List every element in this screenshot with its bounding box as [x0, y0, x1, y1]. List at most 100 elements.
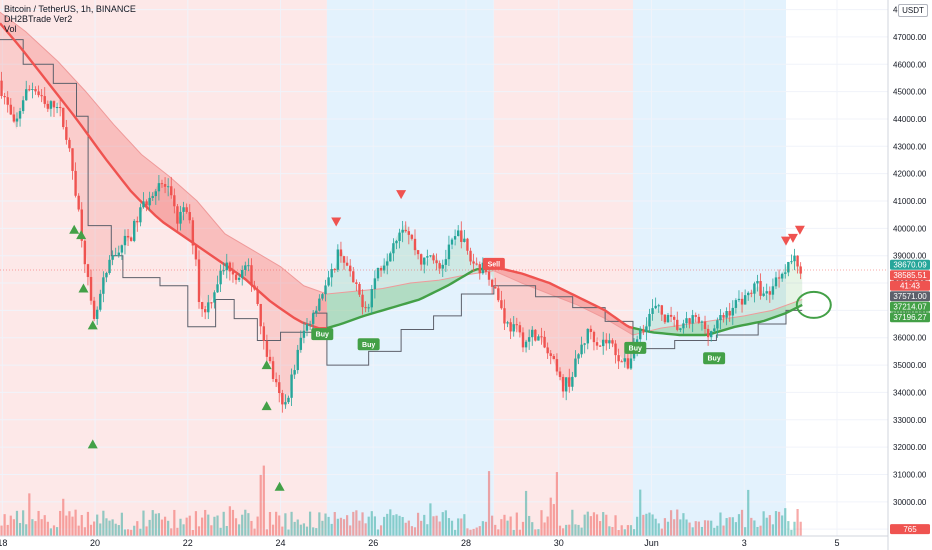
candle-body — [669, 314, 673, 317]
candle-body — [423, 257, 426, 265]
volume-bar — [247, 513, 250, 536]
volume-bar — [160, 519, 164, 536]
volume-bar — [68, 511, 71, 536]
volume-bar — [731, 517, 734, 536]
candle-body — [210, 302, 213, 304]
volume-bar — [549, 497, 552, 536]
volume-bar — [179, 518, 182, 536]
candle-body — [432, 255, 435, 261]
candle-body — [382, 265, 386, 271]
volume-bar — [256, 516, 259, 536]
candle-body — [410, 234, 414, 239]
candle-body — [265, 340, 269, 357]
candle-body — [676, 319, 679, 330]
volume-bar — [737, 514, 741, 536]
candle-body — [43, 96, 46, 104]
volume-bar — [31, 519, 34, 536]
volume-bar — [608, 526, 611, 536]
currency-badge[interactable]: USDT — [898, 4, 928, 17]
volume-bar — [602, 512, 605, 536]
buy-label — [311, 328, 334, 341]
candle-body — [203, 309, 207, 313]
volume-bar — [308, 511, 312, 536]
volume-bar — [790, 529, 793, 536]
volume-bar — [22, 510, 25, 536]
volume-bar — [713, 527, 716, 536]
volume-bar — [426, 524, 429, 536]
volume-bar — [503, 514, 506, 536]
candle-body — [441, 264, 444, 269]
volume-bar — [583, 514, 586, 536]
candle-body — [58, 107, 62, 109]
candle-body — [679, 328, 682, 330]
cloud-fills — [0, 12, 803, 408]
volume-bar — [89, 524, 93, 536]
candle-body — [231, 271, 235, 275]
volume-bar — [636, 516, 639, 536]
volume-bar — [750, 517, 753, 536]
candle-body — [642, 329, 645, 332]
candle-body — [466, 238, 469, 251]
volume-bar — [580, 527, 583, 536]
time-tick-label: 30 — [554, 538, 564, 548]
candle-body — [290, 374, 293, 398]
candle-body — [163, 184, 167, 187]
candle-body — [345, 262, 349, 266]
volume-bar — [43, 515, 46, 536]
volume-bar — [620, 525, 623, 536]
volume-bar — [18, 523, 22, 536]
volume-bar — [626, 525, 629, 536]
volume-bar — [133, 525, 136, 536]
volume-bar — [466, 528, 469, 536]
volume-bar — [25, 524, 28, 536]
candle-body — [117, 252, 120, 255]
price-tag — [890, 259, 930, 270]
volume-bar — [93, 521, 96, 536]
time-tick-label: 18 — [0, 538, 7, 548]
candle-body — [241, 269, 244, 278]
volume-bar — [432, 516, 435, 536]
candle-body — [651, 308, 654, 314]
candle-body — [278, 382, 281, 394]
candle-body — [629, 358, 633, 369]
candle-body — [503, 308, 506, 324]
volume-bar — [518, 529, 521, 536]
volume-bar — [59, 510, 62, 536]
price-tag-label: 41:43 — [900, 282, 921, 291]
volume-bar — [355, 510, 358, 536]
candle-body — [561, 376, 565, 392]
candle-body — [166, 186, 170, 188]
volume-bar — [28, 493, 31, 536]
volume-bar — [157, 513, 161, 536]
candle-body — [413, 238, 417, 251]
indicator-title: DH2BTrade Ver2 — [4, 14, 73, 24]
cloud-fill — [326, 268, 494, 329]
signal-markers: Buy Buy Sell Buy Buy — [69, 190, 832, 491]
candle-body — [543, 336, 546, 348]
volume-bar — [241, 514, 244, 536]
volume-bar — [774, 511, 778, 536]
candle-body — [444, 259, 448, 265]
volume-bar — [716, 525, 719, 536]
candle-body — [546, 347, 549, 354]
volume-bar — [487, 471, 491, 536]
candle-body — [99, 293, 102, 310]
candle-body — [780, 273, 784, 279]
volume-bar — [478, 526, 481, 536]
volume-bar — [225, 526, 228, 536]
candle-body — [191, 220, 195, 246]
volume-bar — [370, 511, 373, 536]
candle-body — [703, 321, 707, 329]
candle-body — [311, 313, 315, 324]
candle-body — [790, 261, 793, 263]
price-tag — [890, 291, 930, 302]
candle-body — [463, 238, 466, 242]
candle-body — [386, 261, 389, 266]
candle-body — [796, 255, 799, 267]
candle-body — [697, 316, 701, 323]
volume-bar — [207, 514, 210, 536]
volume-bar — [120, 512, 123, 536]
volume-bar — [762, 511, 765, 536]
candle-body — [787, 261, 790, 273]
